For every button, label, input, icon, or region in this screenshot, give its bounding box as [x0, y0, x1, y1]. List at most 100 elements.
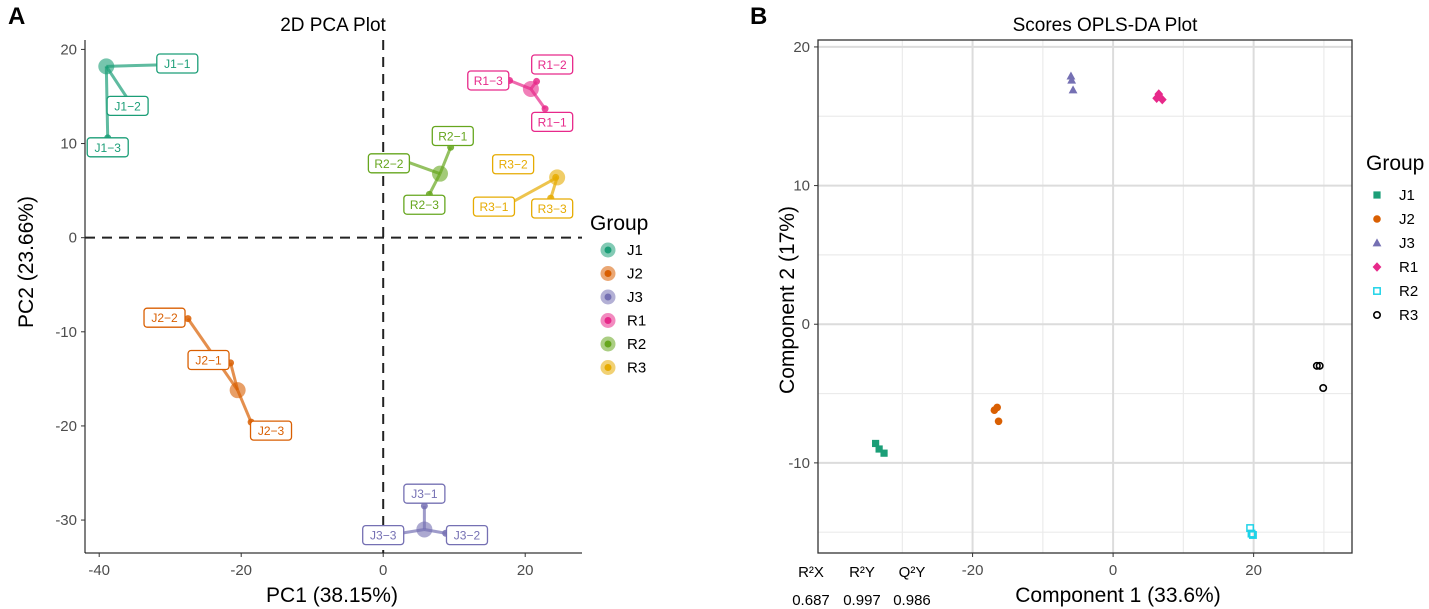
opls-y-tick-label: -10	[788, 455, 810, 472]
opls-score-point	[994, 417, 1003, 426]
pca-sample-label-box	[106, 95, 149, 117]
opls-score-point	[1066, 71, 1076, 80]
pca-x-tick-label: -20	[230, 562, 252, 579]
stat-header-r2x: R²X	[798, 564, 824, 581]
opls-x-tick-label: 0	[1109, 562, 1117, 579]
opls-legend-key	[1373, 287, 1381, 295]
pca-sample-label: R1−2	[538, 58, 567, 72]
pca-legend: J1 J2 J3 R1 R2 R3	[600, 242, 646, 377]
pca-legend-key-inner	[604, 364, 612, 371]
opls-score-point	[1315, 361, 1324, 370]
opls-legend-key	[1373, 310, 1382, 319]
pca-sample-label-box	[445, 524, 489, 546]
pca-sample-label-box	[403, 194, 446, 215]
opls-score-point	[875, 445, 883, 453]
pca-legend-label: J3	[627, 289, 643, 306]
pca-legend-key-inner	[604, 293, 612, 301]
pca-sample-label-box	[531, 54, 574, 75]
panel-label-b: B	[750, 3, 767, 30]
opls-score-point	[1157, 94, 1167, 105]
pca-centroid-point	[432, 165, 448, 182]
opls-score-point	[1247, 529, 1256, 538]
opls-panel-background	[818, 40, 1352, 553]
pca-sample-label: R1−3	[474, 74, 503, 88]
pca-sample-label-box	[531, 198, 574, 219]
pca-title: 2D PCA Plot	[280, 15, 386, 36]
pca-sample-label: R2−1	[438, 130, 467, 144]
pca-sample-point	[184, 315, 192, 323]
opls-score-point	[1248, 531, 1257, 539]
opls-y-tick-label: 0	[802, 316, 810, 333]
opls-legend-label: R2	[1399, 283, 1418, 300]
opls-score-point	[1319, 384, 1328, 393]
pca-x-tick-label: 20	[517, 562, 534, 579]
opls-score-point	[1068, 85, 1078, 94]
opls-plot: -20 0 20 20 10 0 -10	[788, 39, 1353, 579]
opls-legend-key	[1373, 191, 1381, 199]
opls-legend-label: R1	[1399, 259, 1418, 276]
pca-legend-key-inner	[604, 340, 612, 348]
pca-centroid-point	[522, 80, 539, 97]
pca-sample-label-box	[187, 349, 230, 371]
pca-y-tick-label: 20	[60, 41, 77, 58]
pca-sample-label-box	[362, 524, 405, 546]
pca-sample-label-box	[249, 420, 293, 441]
pca-sample-label: R1−1	[538, 115, 567, 129]
pca-sample-label-box	[86, 137, 129, 158]
stat-header-q2y: Q²Y	[899, 564, 926, 581]
pca-centroid-point	[229, 382, 246, 399]
pca-x-tick-label: -40	[88, 562, 110, 579]
opls-legend-label: J2	[1399, 211, 1415, 228]
pca-y-tick-label: -10	[55, 324, 77, 341]
opls-legend-key	[1372, 262, 1382, 272]
opls-score-point	[880, 449, 888, 457]
pca-sample-label-box	[467, 70, 510, 91]
pca-x-tick-label: 0	[379, 562, 387, 579]
opls-panel-border	[817, 39, 1353, 554]
pca-plot: -40 -20 0 20 20 10 0 -10 -20 -30 J1−1 J1−2 J1−3 J2−2 J…	[55, 40, 582, 579]
stat-value-r2y: 0.997	[843, 592, 881, 609]
pca-legend-title: Group	[590, 212, 648, 235]
opls-x-axis-title: Component 1 (33.6%)	[1015, 584, 1220, 607]
opls-score-point	[872, 439, 880, 448]
pca-legend-key-inner	[604, 246, 612, 254]
pca-sample-label: J2−3	[258, 424, 285, 438]
pca-sample-label: R3−3	[538, 202, 567, 216]
pca-legend-key-inner	[604, 270, 612, 277]
pca-sample-label-box	[403, 483, 446, 504]
opls-legend-key	[1372, 238, 1382, 247]
pca-sample-label: R3−2	[499, 158, 528, 172]
opls-y-tick-label: 20	[793, 39, 810, 56]
pca-sample-point	[420, 502, 428, 510]
pca-sample-label: J1−3	[95, 141, 122, 155]
opls-score-point	[1067, 75, 1077, 84]
opls-legend-title: Group	[1366, 152, 1424, 175]
pca-legend-label: R1	[627, 313, 646, 330]
pca-sample-point	[541, 105, 549, 113]
pca-sample-label: J1−2	[114, 99, 141, 113]
stat-header-r2y: R²Y	[849, 564, 875, 581]
panel-label-a: A	[8, 3, 25, 30]
pca-sample-label-box	[431, 125, 474, 147]
pca-y-tick-label: 0	[69, 230, 77, 247]
pca-sample-label: R3−1	[479, 200, 508, 214]
opls-legend-key	[1373, 215, 1381, 223]
pca-segment	[506, 176, 558, 207]
pca-legend-label: J1	[627, 242, 643, 259]
opls-x-tick-label: 20	[1245, 562, 1262, 579]
opls-title: Scores OPLS-DA Plot	[1013, 15, 1199, 36]
pca-sample-label-box	[472, 196, 516, 217]
opls-x-tick-label: -20	[962, 562, 984, 579]
pca-legend-label: J2	[627, 266, 643, 283]
pca-legend-key-inner	[604, 317, 612, 324]
pca-legend-label: R2	[627, 336, 646, 353]
pca-sample-label: J3−2	[454, 529, 481, 543]
pca-y-tick-label: 10	[60, 136, 77, 153]
pca-centroid-point	[416, 521, 433, 538]
opls-score-point	[1312, 361, 1321, 370]
pca-x-axis-title: PC1 (38.15%)	[266, 584, 398, 607]
pca-sample-label-box	[156, 53, 199, 74]
stat-value-r2x: 0.687	[792, 592, 830, 609]
pca-sample-label-box	[143, 307, 186, 328]
